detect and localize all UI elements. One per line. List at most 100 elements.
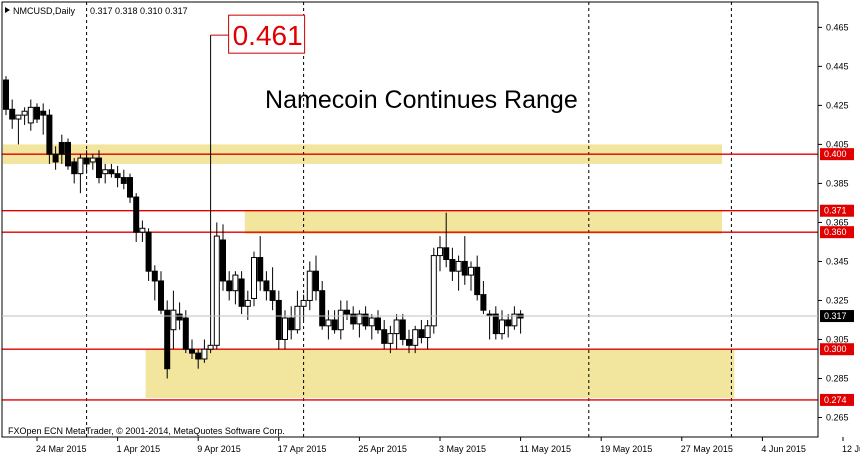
candle-body (58, 141, 65, 155)
candle-body (269, 290, 276, 301)
zone-band (244, 210, 723, 235)
level-badge-label: 0.274 (824, 395, 847, 405)
candle-body (89, 157, 96, 163)
candle (399, 314, 406, 346)
candle-body (213, 235, 220, 346)
zone-band (145, 349, 735, 398)
candle (251, 251, 257, 307)
candle-body (232, 274, 239, 292)
candle-body (300, 299, 307, 307)
candle (189, 339, 195, 359)
candle-body (474, 266, 481, 296)
candle-body (480, 294, 487, 311)
level-badges: 0.400 0.371 0.360 0.300 0.274 (820, 148, 854, 406)
level-badge-label: 0.371 (824, 206, 847, 216)
candle-body (313, 270, 319, 292)
candle-body (83, 157, 90, 165)
candle (306, 261, 313, 311)
current-price-badge-bg (820, 310, 854, 323)
candle (350, 306, 357, 330)
candle-body (102, 169, 109, 175)
candle (133, 193, 140, 242)
y-tick-label: 0.305 (826, 334, 849, 344)
candle-body (443, 247, 450, 260)
candle (263, 271, 270, 301)
candle (3, 76, 9, 116)
candle (424, 319, 431, 350)
peak-annotation: 0.461 (210, 14, 306, 54)
candle (406, 329, 412, 354)
candle (9, 99, 16, 129)
candle (151, 265, 158, 301)
candle (27, 99, 34, 131)
candle-body (275, 299, 282, 340)
candle (381, 319, 388, 350)
y-tick-label: 0.265 (826, 412, 849, 422)
candle-body (251, 257, 257, 300)
candle-body (449, 258, 456, 272)
level-badge-bg (820, 343, 854, 356)
candle (232, 271, 239, 305)
candle-body (133, 196, 140, 233)
candle (356, 310, 363, 338)
candle (418, 319, 425, 344)
candle (226, 271, 233, 301)
candle (102, 163, 109, 184)
candle-body (288, 317, 295, 331)
y-tick-label: 0.445 (826, 61, 849, 71)
candle (182, 310, 189, 354)
candle (207, 35, 214, 354)
symbol-label: NMCUSD,Daily (13, 6, 76, 16)
candle-body (52, 153, 59, 163)
candle (449, 247, 456, 281)
candle-body (437, 247, 443, 257)
level-badge-bg (820, 226, 854, 239)
symbol-triangle-icon (5, 7, 10, 13)
current-price-label: 0.317 (824, 311, 847, 321)
candle (164, 300, 171, 379)
candle (21, 107, 28, 125)
candle (294, 290, 301, 334)
candle (257, 236, 264, 291)
candle (337, 300, 344, 340)
copyright-footer: FXOpen ECN MetaTrader, © 2001-2014, Meta… (8, 426, 285, 436)
candle-body (182, 317, 189, 350)
y-tick-label: 0.405 (826, 139, 849, 149)
period-separators (86, 2, 732, 437)
candle-body (337, 309, 344, 331)
candle (375, 310, 381, 334)
ohlc-readout: 0.317 0.318 0.310 0.317 (90, 6, 188, 16)
candle-body (77, 157, 84, 175)
candle (505, 314, 512, 338)
candle-body (120, 177, 127, 184)
candle-body (21, 110, 28, 116)
candle (331, 310, 338, 334)
candle-body (3, 79, 9, 110)
x-tick-label: 24 Mar 2015 (36, 444, 87, 454)
candle-body (145, 231, 152, 272)
candle-body (468, 266, 474, 276)
candle-body (40, 110, 47, 116)
candle-body (15, 114, 22, 120)
candle-body (27, 106, 34, 124)
x-tick-label: 1 Apr 2015 (117, 444, 161, 454)
y-tick-label: 0.385 (826, 178, 849, 188)
candle-body (505, 319, 512, 327)
y-axis: 0.465 0.445 0.425 0.405 0.385 0.365 0.345 0.325… (818, 22, 849, 422)
y-tick-label: 0.465 (826, 22, 849, 32)
y-tick-label: 0.365 (826, 217, 849, 227)
candle-body (164, 309, 171, 370)
candle (455, 255, 462, 291)
candle-body (306, 270, 313, 301)
chart-title: Namecoin Continues Range (265, 86, 578, 114)
candle-body (96, 157, 102, 179)
candle-body (220, 239, 226, 282)
candle (65, 138, 71, 170)
candle-body (207, 344, 214, 350)
candle (220, 224, 226, 291)
candle (15, 114, 22, 145)
candle-body (158, 280, 164, 311)
candle-body (65, 141, 71, 167)
x-tick-label: 11 May 2015 (520, 444, 571, 454)
y-tick-label: 0.345 (826, 256, 849, 266)
